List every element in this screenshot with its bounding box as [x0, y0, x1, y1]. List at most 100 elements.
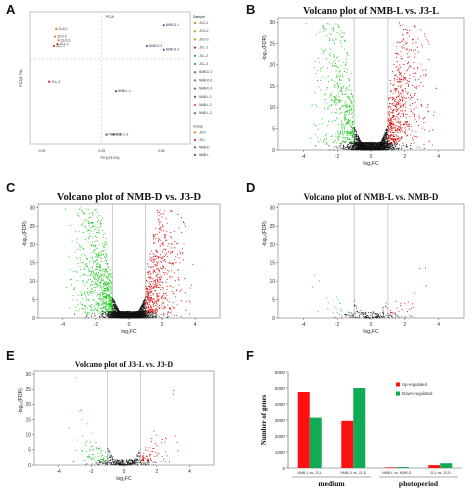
volcano-point — [148, 288, 150, 290]
volcano-point — [425, 69, 427, 71]
volcano-point — [389, 79, 391, 81]
volcano-point — [148, 299, 150, 301]
volcano-point — [392, 111, 394, 113]
volcano-point — [396, 126, 398, 128]
volcano-point — [348, 80, 350, 82]
volcano-point — [396, 81, 399, 83]
volcano-point — [398, 69, 400, 71]
volcano-point — [157, 296, 159, 298]
volcano-point — [340, 144, 342, 146]
volcano-point — [412, 38, 414, 40]
volcano-point — [151, 298, 153, 300]
volcano-point — [352, 132, 354, 134]
volcano-point — [149, 283, 152, 286]
volcano-point — [170, 308, 172, 310]
volcano-point — [337, 76, 339, 78]
volcano-point — [392, 84, 394, 86]
volcano-point — [159, 245, 161, 247]
volcano-point — [348, 79, 350, 81]
volcano-point — [396, 109, 398, 111]
volcano-point — [337, 56, 339, 58]
volcano-point — [160, 261, 163, 263]
volcano-point — [353, 109, 355, 111]
volcano-point — [349, 132, 351, 134]
volcano-point — [395, 124, 397, 126]
volcano-point — [352, 130, 354, 132]
volcano-point — [354, 144, 356, 146]
volcano-point — [387, 149, 389, 151]
volcano-point — [390, 83, 392, 85]
volcano-point — [338, 78, 340, 80]
volcano-point — [393, 115, 395, 117]
volcano-point — [165, 281, 167, 283]
volcano-point — [166, 285, 168, 287]
volcano-point — [171, 243, 173, 245]
volcano-point — [399, 140, 401, 142]
volcano-point — [343, 141, 345, 143]
volcano-point — [158, 228, 160, 230]
volcano-point — [352, 148, 354, 150]
panel-letter-c: C — [6, 180, 16, 195]
volcano-point — [393, 123, 395, 125]
volcano-point — [401, 34, 404, 36]
volcano-point — [351, 133, 353, 135]
volcano-point — [387, 131, 389, 133]
volcano-point — [406, 121, 408, 123]
volcano-point — [403, 47, 405, 49]
volcano-point — [351, 127, 353, 129]
volcano-point — [156, 251, 158, 253]
volcano-point — [390, 90, 392, 92]
volcano-point — [152, 305, 155, 307]
volcano-point — [154, 259, 156, 261]
volcano-point — [399, 72, 401, 74]
x-tick-label: -4 — [301, 154, 306, 160]
volcano-point — [359, 146, 361, 147]
volcano-point — [150, 308, 152, 310]
volcano-point — [161, 243, 163, 245]
volcano-point — [364, 142, 366, 144]
volcano-point — [160, 260, 162, 262]
volcano-point — [351, 146, 353, 148]
volcano-point — [362, 144, 364, 146]
volcano-point — [332, 54, 335, 56]
legend-sample-label: J3-D-1 — [199, 21, 209, 25]
volcano-point — [409, 49, 411, 51]
volcano-point — [398, 100, 400, 102]
x-tick-label: 0.00 — [39, 149, 46, 153]
volcano-point — [411, 130, 413, 132]
volcano-point — [382, 149, 384, 151]
volcano-point — [351, 72, 353, 75]
legend-sample-label: NMB-D-2 — [199, 78, 213, 82]
volcano-point — [149, 304, 151, 306]
volcano-point — [353, 141, 355, 143]
volcano-point — [424, 35, 426, 37]
volcano-point — [353, 107, 355, 109]
volcano-point — [401, 147, 403, 149]
volcano-point — [147, 310, 149, 312]
volcano-point — [146, 288, 149, 291]
volcano-point — [409, 30, 411, 32]
volcano-point — [394, 142, 396, 144]
volcano-point — [348, 148, 350, 149]
volcano-point — [399, 22, 401, 24]
volcano-point — [418, 85, 420, 87]
volcano-point — [345, 116, 347, 118]
volcano-point — [339, 107, 341, 109]
volcano-point — [98, 251, 100, 253]
data-point — [105, 133, 108, 136]
volcano-point — [159, 221, 161, 223]
volcano-point — [406, 146, 408, 148]
volcano-point — [155, 264, 157, 266]
volcano-point — [330, 95, 332, 97]
volcano-point — [394, 128, 396, 130]
volcano-point — [357, 144, 358, 145]
volcano-point — [152, 278, 154, 280]
data-point — [112, 133, 115, 136]
volcano-point — [189, 287, 191, 289]
volcano-point — [162, 287, 164, 289]
volcano-point — [382, 146, 384, 148]
volcano-point — [157, 209, 159, 211]
volcano-point — [329, 149, 331, 151]
volcano-point — [406, 134, 409, 136]
volcano-point — [337, 138, 339, 140]
